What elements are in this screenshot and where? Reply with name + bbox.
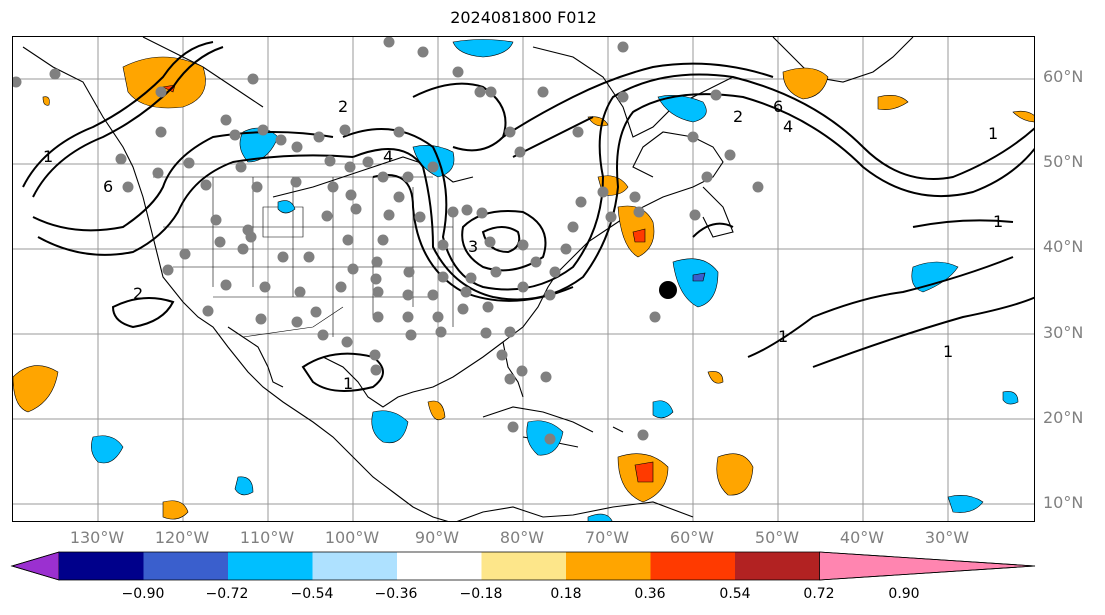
colorbar-cell <box>59 552 144 580</box>
contour-label: 4 <box>783 117 793 136</box>
colorbar-tick: 0.72 <box>803 586 835 602</box>
lon-label: 60°W <box>669 528 715 547</box>
lon-label: 30°W <box>924 528 970 547</box>
contour-label-group: 2 6 4 1 6 2 4 1 1 1 2 1 3 1 <box>43 97 1003 393</box>
contour-label: 2 <box>733 107 743 126</box>
storm-center-marker <box>659 281 677 299</box>
contours <box>22 41 1034 392</box>
colorbar-extend-low <box>10 551 60 581</box>
borders <box>153 176 454 338</box>
station-dots <box>13 37 764 445</box>
colorbar-tick: 0.36 <box>634 586 666 602</box>
colorbar-cell <box>312 552 397 580</box>
colorbar-extend-high <box>819 551 1036 581</box>
contour-label: 1 <box>43 147 53 166</box>
contour-label: 1 <box>778 327 788 346</box>
contour-label: 2 <box>338 97 348 116</box>
lon-label: 50°W <box>754 528 800 547</box>
colorbar-cell <box>228 552 313 580</box>
lon-label: 80°W <box>499 528 545 547</box>
colorbar-cell <box>143 552 228 580</box>
colorbar-tick: 0.54 <box>719 586 751 602</box>
lat-label: 50°N <box>1043 152 1084 171</box>
lon-label: 90°W <box>414 528 460 547</box>
contour-label: 1 <box>943 342 953 361</box>
colorbar-outline <box>10 551 1036 581</box>
colorbar-tick: 0.18 <box>550 586 582 602</box>
colorbar-tick: −0.18 <box>459 586 503 602</box>
colorbar-tick: −0.36 <box>374 586 418 602</box>
colorbar-tick: −0.54 <box>290 586 334 602</box>
lat-label: 10°N <box>1043 493 1084 512</box>
contour-label: 4 <box>383 147 393 166</box>
contour-label: 1 <box>988 124 998 143</box>
lon-label: 110°W <box>239 528 295 547</box>
lat-label: 60°N <box>1043 67 1084 86</box>
colorbar-tick: −0.72 <box>205 586 249 602</box>
lat-label: 40°N <box>1043 237 1084 256</box>
contour-label: 1 <box>343 374 353 393</box>
lon-label: 100°W <box>324 528 380 547</box>
colorbar-cell <box>397 552 482 580</box>
colorbar-cell <box>481 552 566 580</box>
lon-label: 40°W <box>839 528 885 547</box>
colorbar-cell <box>566 552 651 580</box>
map-title: 2024081800 F012 <box>450 8 597 27</box>
lat-label: 20°N <box>1043 408 1084 427</box>
colorbar-tick: 0.90 <box>888 586 920 602</box>
lon-label: 120°W <box>154 528 210 547</box>
colorbar-cell <box>735 552 820 580</box>
shaded-regions <box>13 39 1034 521</box>
contour-label: 3 <box>468 237 478 256</box>
colorbar-cell <box>650 552 735 580</box>
lon-label: 130°W <box>69 528 125 547</box>
lat-label: 30°N <box>1043 323 1084 342</box>
colorbar-tick: −0.90 <box>121 586 165 602</box>
contour-label: 2 <box>133 284 143 303</box>
contour-label: 6 <box>103 177 113 196</box>
lon-label: 70°W <box>584 528 630 547</box>
colorbar <box>10 551 1036 581</box>
map-canvas: 2 6 4 1 6 2 4 1 1 1 2 1 3 1 <box>13 37 1034 521</box>
contour-label: 6 <box>773 97 783 116</box>
map-panel: 2 6 4 1 6 2 4 1 1 1 2 1 3 1 <box>12 36 1035 522</box>
contour-label: 1 <box>993 212 1003 231</box>
